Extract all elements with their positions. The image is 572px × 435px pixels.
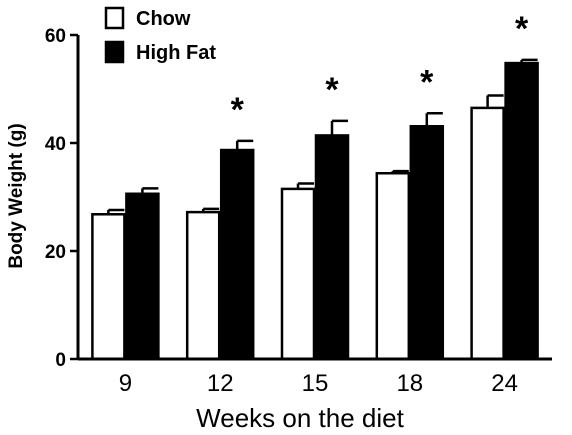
y-axis-label: Body Weight (g) xyxy=(6,123,27,268)
x-tick-label: 15 xyxy=(302,370,329,397)
significance-star: * xyxy=(325,71,339,109)
bar-high-fat xyxy=(219,148,255,361)
y-tick-label: 60 xyxy=(45,26,66,47)
x-axis-label: Weeks on the diet xyxy=(196,403,404,433)
axes: 0 20 40 60 9 12 15 18 24 xyxy=(45,26,552,397)
x-tick-label: 12 xyxy=(207,370,234,397)
significance-annotations: * * * * xyxy=(231,10,529,129)
error-bars xyxy=(107,58,538,215)
legend-swatch xyxy=(104,40,125,64)
bar-high-fat xyxy=(125,192,160,361)
bar-chow xyxy=(185,210,221,361)
bars xyxy=(91,61,539,361)
significance-star: * xyxy=(231,91,245,129)
significance-star: * xyxy=(515,10,529,48)
bar-chow xyxy=(375,171,411,361)
y-tick-label: 20 xyxy=(45,242,66,263)
y-tick-label: 40 xyxy=(45,134,66,155)
bar-high-fat xyxy=(504,61,539,361)
bar-chow xyxy=(470,106,505,361)
legend-label: High Fat xyxy=(136,42,216,64)
legend-swatch xyxy=(104,6,125,30)
x-tick-label: 24 xyxy=(491,370,518,397)
x-tick-label: 9 xyxy=(119,370,132,397)
bar-high-fat xyxy=(314,134,350,361)
bar-high-fat xyxy=(409,125,445,361)
bar-chow xyxy=(91,213,126,361)
bar-chow xyxy=(280,187,316,361)
x-tick-label: 18 xyxy=(396,370,423,397)
legend: Chow High Fat xyxy=(104,6,216,64)
y-tick-label: 0 xyxy=(55,350,66,371)
legend-label: Chow xyxy=(136,8,191,30)
significance-star: * xyxy=(420,63,434,101)
